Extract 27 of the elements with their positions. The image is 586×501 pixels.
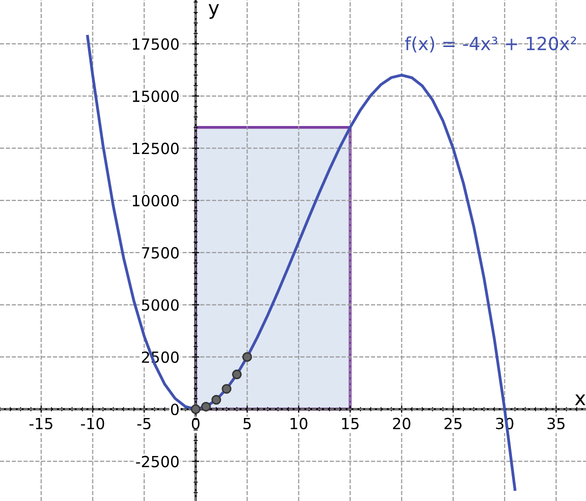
y-tick-label: -2500 bbox=[136, 456, 179, 468]
x-tick-label: -5 bbox=[137, 418, 150, 430]
y-tick-label: 5000 bbox=[142, 299, 179, 311]
point bbox=[242, 352, 252, 362]
y-tick-label: 10000 bbox=[132, 194, 179, 206]
series-label: f(x) = -4x³ + 120x² bbox=[404, 36, 576, 52]
point bbox=[222, 384, 232, 394]
y-tick-label: 12500 bbox=[132, 142, 179, 154]
x-tick-label: 10 bbox=[290, 418, 308, 430]
y-tick-label: 15000 bbox=[132, 90, 179, 102]
point bbox=[201, 402, 211, 412]
x-tick-label: 5 bbox=[243, 418, 251, 430]
y-axis-title: y bbox=[208, 4, 219, 19]
y-tick-label: 17500 bbox=[132, 38, 179, 50]
x-tick-label: 35 bbox=[548, 418, 565, 430]
point bbox=[232, 370, 242, 380]
point bbox=[211, 394, 222, 405]
x-tick-label: 15 bbox=[342, 418, 359, 430]
x-tick-label: 25 bbox=[444, 418, 462, 430]
x-tick-label: -10 bbox=[80, 418, 104, 430]
x-tick-label: -15 bbox=[29, 418, 52, 430]
x-tick-label: 20 bbox=[393, 418, 410, 430]
y-tick-label: 0 bbox=[170, 404, 179, 416]
point bbox=[190, 404, 201, 414]
x-tick-label: 0 bbox=[192, 418, 200, 430]
y-tick-label: 7500 bbox=[142, 247, 179, 259]
x-axis-title: x bbox=[575, 394, 586, 406]
